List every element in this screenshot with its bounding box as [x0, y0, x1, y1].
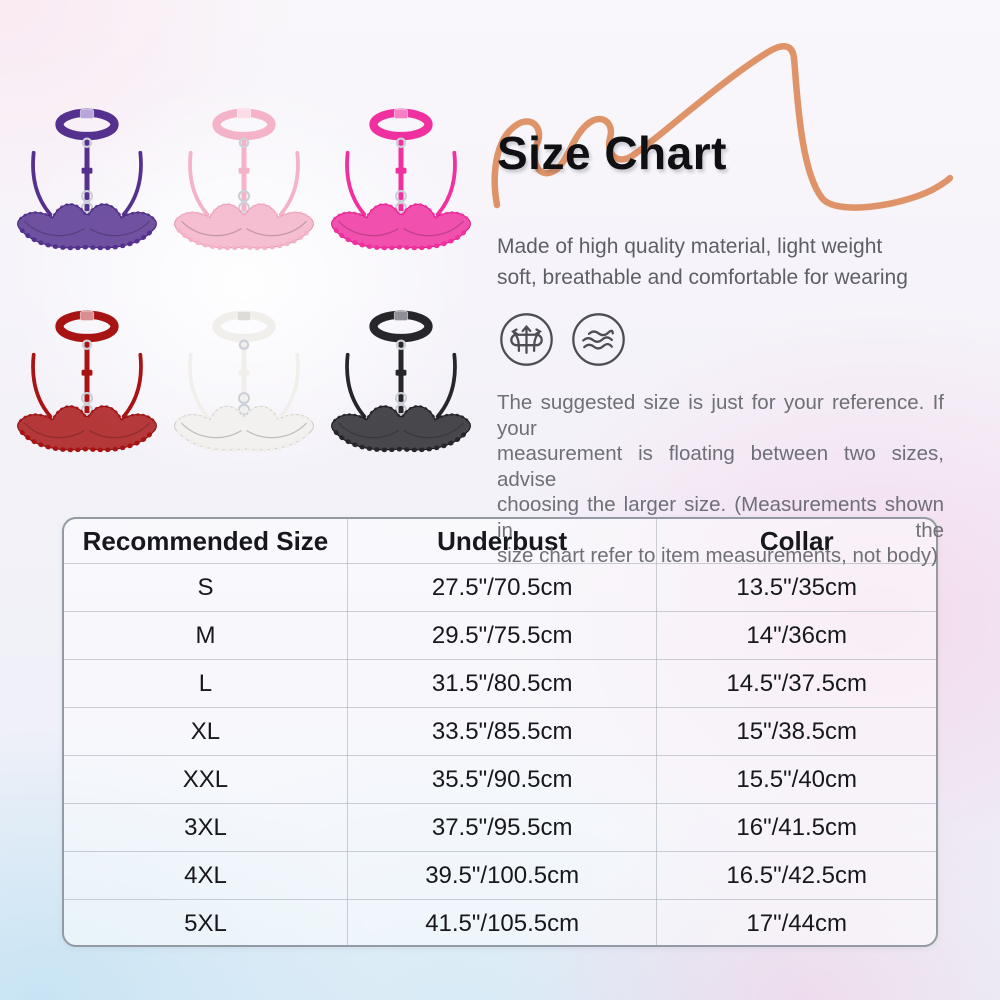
size-cell: XXL — [64, 755, 348, 804]
breathable-icon — [500, 313, 553, 366]
product-image-pink — [165, 80, 322, 282]
size-table-container: Recommended Size Underbust Collar S 27.5"… — [62, 517, 938, 947]
sizing-note: The suggested size is just for your refe… — [497, 390, 944, 569]
sizing-note-line2: measurement is floating between two size… — [497, 442, 944, 491]
table-row: 5XL 41.5"/105.5cm 17"/44cm — [64, 899, 936, 945]
collar-cell: 15.5"/40cm — [656, 755, 936, 804]
product-image-black — [322, 282, 479, 484]
size-cell: L — [64, 659, 348, 708]
bra-illustration — [16, 310, 157, 453]
sizing-note-line3: choosing the larger size. (Measurements … — [497, 493, 944, 542]
underbust-cell: 41.5"/105.5cm — [346, 899, 658, 945]
table-row: XL 33.5"/85.5cm 15"/38.5cm — [64, 707, 936, 756]
underbust-cell: 37.5"/95.5cm — [346, 803, 658, 852]
product-image-rose — [322, 80, 479, 282]
size-table-body: S 27.5"/70.5cm 13.5"/35cm M 29.5"/75.5cm 14"/… — [64, 563, 936, 945]
product-image-white — [165, 282, 322, 484]
table-row: 4XL 39.5"/100.5cm 16.5"/42.5cm — [64, 851, 936, 900]
collar-cell: 16.5"/42.5cm — [656, 851, 936, 900]
product-image-red — [8, 282, 165, 484]
underbust-cell: 35.5"/90.5cm — [346, 755, 658, 804]
collar-cell: 14.5"/37.5cm — [656, 659, 936, 708]
header-recommended-size: Recommended Size — [64, 519, 348, 564]
underbust-cell: 39.5"/100.5cm — [346, 851, 658, 900]
care-icon-group — [498, 311, 627, 368]
product-image-purple — [8, 80, 165, 282]
size-cell: S — [64, 563, 348, 612]
page-title: Size Chart — [497, 127, 727, 179]
underbust-cell: 33.5"/85.5cm — [346, 707, 658, 756]
collar-cell: 16"/41.5cm — [656, 803, 936, 852]
bra-illustration — [173, 108, 314, 251]
table-row: M 29.5"/75.5cm 14"/36cm — [64, 611, 936, 660]
underbust-cell: 29.5"/75.5cm — [346, 611, 658, 660]
table-row: S 27.5"/70.5cm 13.5"/35cm — [64, 563, 936, 612]
bra-illustration — [173, 310, 314, 453]
underbust-cell: 27.5"/70.5cm — [346, 563, 658, 612]
size-cell: 4XL — [64, 851, 348, 900]
material-description-line2: soft, breathable and comfortable for wea… — [497, 266, 908, 289]
size-cell: 5XL — [64, 899, 348, 945]
sizing-note-line4: size chart refer to item measurements, n… — [497, 544, 938, 567]
underbust-cell: 31.5"/80.5cm — [346, 659, 658, 708]
size-cell: M — [64, 611, 348, 660]
decorative-swoosh — [491, 43, 954, 211]
soft-waves-icon — [572, 313, 625, 366]
sizing-note-line1: The suggested size is just for your refe… — [497, 391, 944, 440]
size-cell: 3XL — [64, 803, 348, 852]
size-table: Recommended Size Underbust Collar S 27.5"… — [64, 519, 936, 945]
table-row: XXL 35.5"/90.5cm 15.5"/40cm — [64, 755, 936, 804]
table-row: L 31.5"/80.5cm 14.5"/37.5cm — [64, 659, 936, 708]
bra-illustration — [330, 310, 471, 453]
material-description-line1: Made of high quality material, light wei… — [497, 235, 883, 258]
product-gallery — [8, 80, 480, 484]
material-description: Made of high quality material, light wei… — [497, 231, 957, 293]
size-cell: XL — [64, 707, 348, 756]
collar-cell: 17"/44cm — [656, 899, 936, 945]
collar-cell: 13.5"/35cm — [656, 563, 936, 612]
header-collar: Collar — [656, 519, 936, 564]
table-row: 3XL 37.5"/95.5cm 16"/41.5cm — [64, 803, 936, 852]
bra-illustration — [330, 108, 471, 251]
collar-cell: 14"/36cm — [656, 611, 936, 660]
bra-illustration — [16, 108, 157, 251]
collar-cell: 15"/38.5cm — [656, 707, 936, 756]
